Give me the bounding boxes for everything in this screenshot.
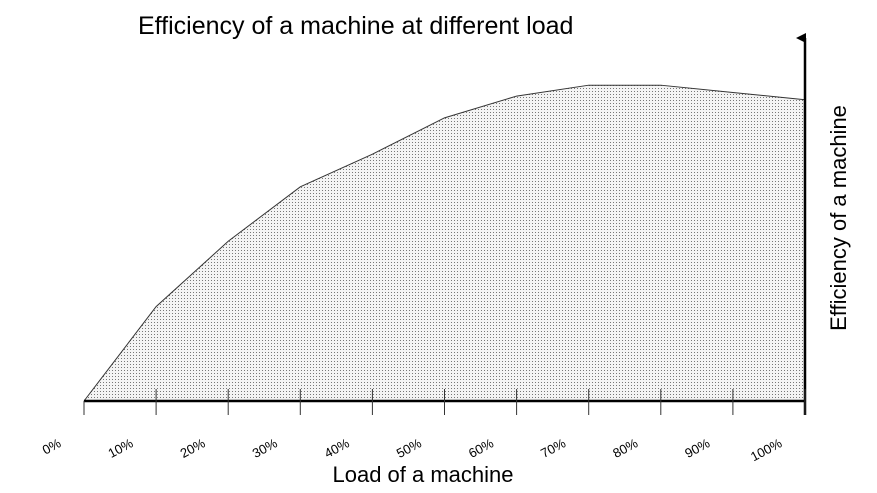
x-tick-label: 70%: [538, 435, 568, 461]
area-line: [83, 84, 806, 402]
x-tick-label: 60%: [466, 435, 496, 461]
area-fill: [84, 85, 805, 401]
x-tick-label: 40%: [322, 435, 352, 461]
x-tick-label: 50%: [394, 435, 424, 461]
chart-title: Efficiency of a machine at different loa…: [138, 12, 573, 40]
x-axis-label: Load of a machine: [332, 462, 513, 487]
x-tick-label: 10%: [105, 435, 135, 461]
x-tick-label: 80%: [610, 435, 640, 461]
x-tick-label: 0%: [40, 435, 64, 457]
x-tick-label: 90%: [682, 435, 712, 461]
x-tick-label: 100%: [748, 435, 785, 464]
x-tick-label: 20%: [178, 435, 208, 461]
plot-area: 0% 10% 20% 30% 40% 50% 60% 70% 80% 90% 100%: [40, 33, 807, 464]
x-tick-label: 30%: [250, 435, 280, 461]
y-axis-label: Efficiency of a machine: [826, 105, 851, 331]
